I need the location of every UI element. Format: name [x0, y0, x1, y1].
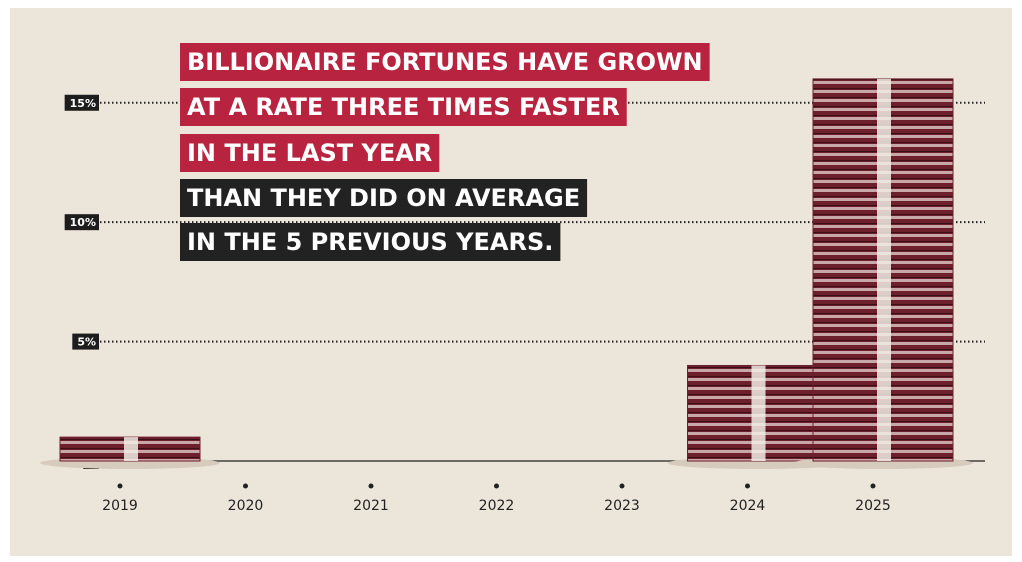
bar-band — [877, 78, 891, 461]
y-tick-label: 5% — [77, 336, 96, 349]
x-tick-label: 2024 — [730, 498, 766, 514]
title-box — [180, 88, 627, 126]
title-box — [180, 43, 710, 81]
title-box — [180, 223, 561, 261]
title-line: AT A RATE THREE TIMES FASTER — [187, 93, 620, 121]
bar-band — [751, 365, 766, 461]
x-tick-dot — [745, 483, 750, 489]
x-tick-dot — [368, 483, 374, 489]
y-tick-box — [64, 94, 99, 111]
title-box — [180, 179, 588, 217]
bar-band — [124, 437, 138, 461]
title-line: IN THE 5 PREVIOUS YEARS. — [187, 228, 553, 256]
y-tick-box — [72, 333, 99, 350]
x-tick-label: 2023 — [604, 498, 640, 514]
x-tick-dot — [494, 483, 499, 489]
x-tick-label: 2019 — [102, 498, 138, 514]
x-tick-label: 2021 — [353, 498, 389, 514]
x-tick-dot — [117, 483, 123, 489]
title-line: BILLIONAIRE FORTUNES HAVE GROWN — [187, 48, 703, 76]
x-tick-dot — [243, 483, 248, 489]
y-tick-label: 15% — [70, 97, 96, 110]
title-line: IN THE LAST YEAR — [187, 139, 432, 167]
x-tick-label: 2020 — [228, 498, 264, 514]
title-box — [180, 134, 440, 172]
x-tick-dot — [619, 483, 625, 489]
y-tick-box — [64, 214, 99, 231]
x-tick-dot — [870, 483, 876, 489]
y-tick-label: 10% — [70, 216, 96, 229]
title-line: THAN THEY DID ON AVERAGE — [187, 184, 580, 212]
x-tick-label: 2025 — [855, 498, 891, 514]
x-tick-label: 2022 — [479, 498, 515, 514]
